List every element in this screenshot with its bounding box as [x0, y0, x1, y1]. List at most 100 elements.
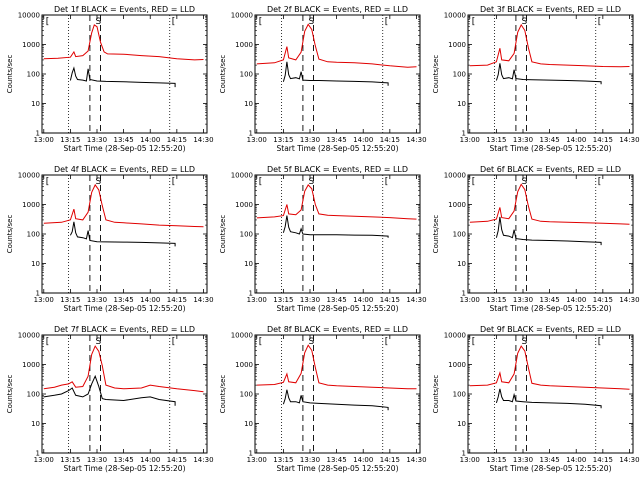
attenuator-marker: [ — [598, 17, 602, 27]
x-tick-label: 13:30 — [513, 136, 533, 144]
attenuator-marker: S — [308, 17, 314, 27]
x-tick-label: 13:15 — [273, 296, 293, 304]
panel-title: Det 6f BLACK = Events, RED = LLD — [480, 165, 621, 174]
events-series-line — [43, 374, 176, 406]
y-tick-label: 10 — [244, 100, 253, 108]
x-tick-label: 14:30 — [193, 456, 213, 464]
x-tick-label: 14:00 — [140, 136, 160, 144]
y-tick-label: 100 — [453, 71, 466, 79]
x-tick-label: 14:15 — [380, 296, 400, 304]
x-tick-label: 14:30 — [619, 456, 639, 464]
y-axis-label: Counts/sec — [219, 375, 227, 414]
attenuator-marker: [ — [472, 177, 476, 187]
events-series-line — [69, 66, 176, 88]
events-series-line — [495, 63, 602, 85]
attenuator-marker: [ — [385, 177, 389, 187]
x-tick-label: 13:45 — [114, 456, 134, 464]
y-tick-label: 10 — [457, 260, 466, 268]
lld-series-line — [43, 183, 204, 228]
x-tick-label: 14:30 — [406, 296, 426, 304]
panel-title: Det 9f BLACK = Events, RED = LLD — [480, 325, 621, 334]
x-tick-label: 14:15 — [167, 296, 187, 304]
attenuator-marker: S — [95, 177, 101, 187]
x-tick-label: 13:45 — [540, 136, 560, 144]
y-axis-label: Counts/sec — [6, 215, 14, 254]
x-axis-label: Start Time (28-Sep-05 12:55:20) — [490, 144, 612, 153]
attenuator-marker: [ — [172, 337, 176, 347]
x-tick-label: 14:00 — [140, 296, 160, 304]
x-tick-label: 13:00 — [34, 456, 54, 464]
attenuator-marker: [ — [46, 337, 50, 347]
y-tick-label: 10 — [457, 420, 466, 428]
x-tick-label: 14:00 — [353, 296, 373, 304]
x-tick-label: 13:30 — [513, 456, 533, 464]
x-tick-label: 13:30 — [300, 456, 320, 464]
y-tick-label: 100 — [240, 71, 253, 79]
x-tick-label: 14:00 — [566, 136, 586, 144]
detector-panel-1: Det 1f BLACK = Events, RED = LLD 13:00 13:… — [6, 5, 214, 153]
y-tick-label: 10000 — [444, 332, 466, 340]
y-tick-label: 1 — [462, 290, 466, 298]
x-tick-label: 14:00 — [353, 456, 373, 464]
x-axis-label: Start Time (28-Sep-05 12:55:20) — [64, 464, 186, 473]
x-tick-label: 13:45 — [540, 456, 560, 464]
detector-panel-4: Det 4f BLACK = Events, RED = LLD 13:00 13:… — [6, 165, 214, 313]
attenuator-marker: [ — [385, 17, 389, 27]
panel-title: Det 2f BLACK = Events, RED = LLD — [267, 5, 408, 14]
plot-frame — [467, 334, 634, 454]
y-tick-label: 1 — [36, 130, 40, 138]
panel-title: Det 8f BLACK = Events, RED = LLD — [267, 325, 408, 334]
x-tick-label: 13:45 — [327, 296, 347, 304]
x-tick-label: 13:30 — [513, 296, 533, 304]
x-tick-label: 14:30 — [619, 136, 639, 144]
plot-frame — [254, 14, 421, 134]
x-tick-label: 13:30 — [300, 296, 320, 304]
x-tick-label: 14:15 — [593, 296, 613, 304]
x-tick-label: 13:15 — [60, 296, 80, 304]
x-tick-label: 13:45 — [540, 296, 560, 304]
x-tick-label: 13:00 — [34, 296, 54, 304]
x-axis-label: Start Time (28-Sep-05 12:55:20) — [490, 304, 612, 313]
x-axis-label: Start Time (28-Sep-05 12:55:20) — [277, 304, 399, 313]
y-axis-label: Counts/sec — [219, 215, 227, 254]
y-tick-label: 1 — [462, 450, 466, 458]
detector-panel-9: Det 9f BLACK = Events, RED = LLD 13:00 13:… — [432, 325, 640, 473]
events-series-line — [282, 389, 389, 411]
attenuator-marker: [ — [598, 177, 602, 187]
y-tick-label: 10000 — [231, 12, 253, 20]
plot-frame — [41, 174, 208, 294]
plot-frame — [254, 174, 421, 294]
y-tick-label: 10000 — [18, 172, 40, 180]
x-tick-label: 14:15 — [167, 456, 187, 464]
attenuator-marker: [ — [172, 17, 176, 27]
x-tick-label: 14:15 — [593, 456, 613, 464]
lld-series-line — [256, 184, 417, 220]
attenuator-marker: [ — [259, 17, 263, 27]
x-tick-label: 13:00 — [34, 136, 54, 144]
y-tick-label: 100 — [27, 71, 40, 79]
y-tick-label: 1 — [249, 450, 253, 458]
x-tick-label: 14:15 — [167, 136, 187, 144]
attenuator-marker: S — [521, 337, 527, 347]
y-tick-label: 100 — [240, 231, 253, 239]
attenuator-marker: [ — [46, 17, 50, 27]
x-tick-label: 14:30 — [619, 296, 639, 304]
y-axis-label: Counts/sec — [432, 375, 440, 414]
plot-frame — [467, 174, 634, 294]
attenuator-marker: [ — [598, 337, 602, 347]
y-axis-label: Counts/sec — [432, 55, 440, 94]
x-tick-label: 13:00 — [460, 456, 480, 464]
x-tick-label: 13:30 — [87, 296, 107, 304]
y-tick-label: 100 — [27, 231, 40, 239]
y-tick-label: 1 — [36, 290, 40, 298]
detector-panel-3: Det 3f BLACK = Events, RED = LLD 13:00 13:… — [432, 5, 640, 153]
y-axis-label: Counts/sec — [219, 55, 227, 94]
y-tick-label: 1 — [249, 130, 253, 138]
x-tick-label: 13:30 — [87, 456, 107, 464]
x-tick-label: 13:00 — [247, 296, 267, 304]
attenuator-marker: [ — [259, 337, 263, 347]
x-tick-label: 13:15 — [273, 136, 293, 144]
x-axis-label: Start Time (28-Sep-05 12:55:20) — [490, 464, 612, 473]
y-tick-label: 10 — [31, 420, 40, 428]
